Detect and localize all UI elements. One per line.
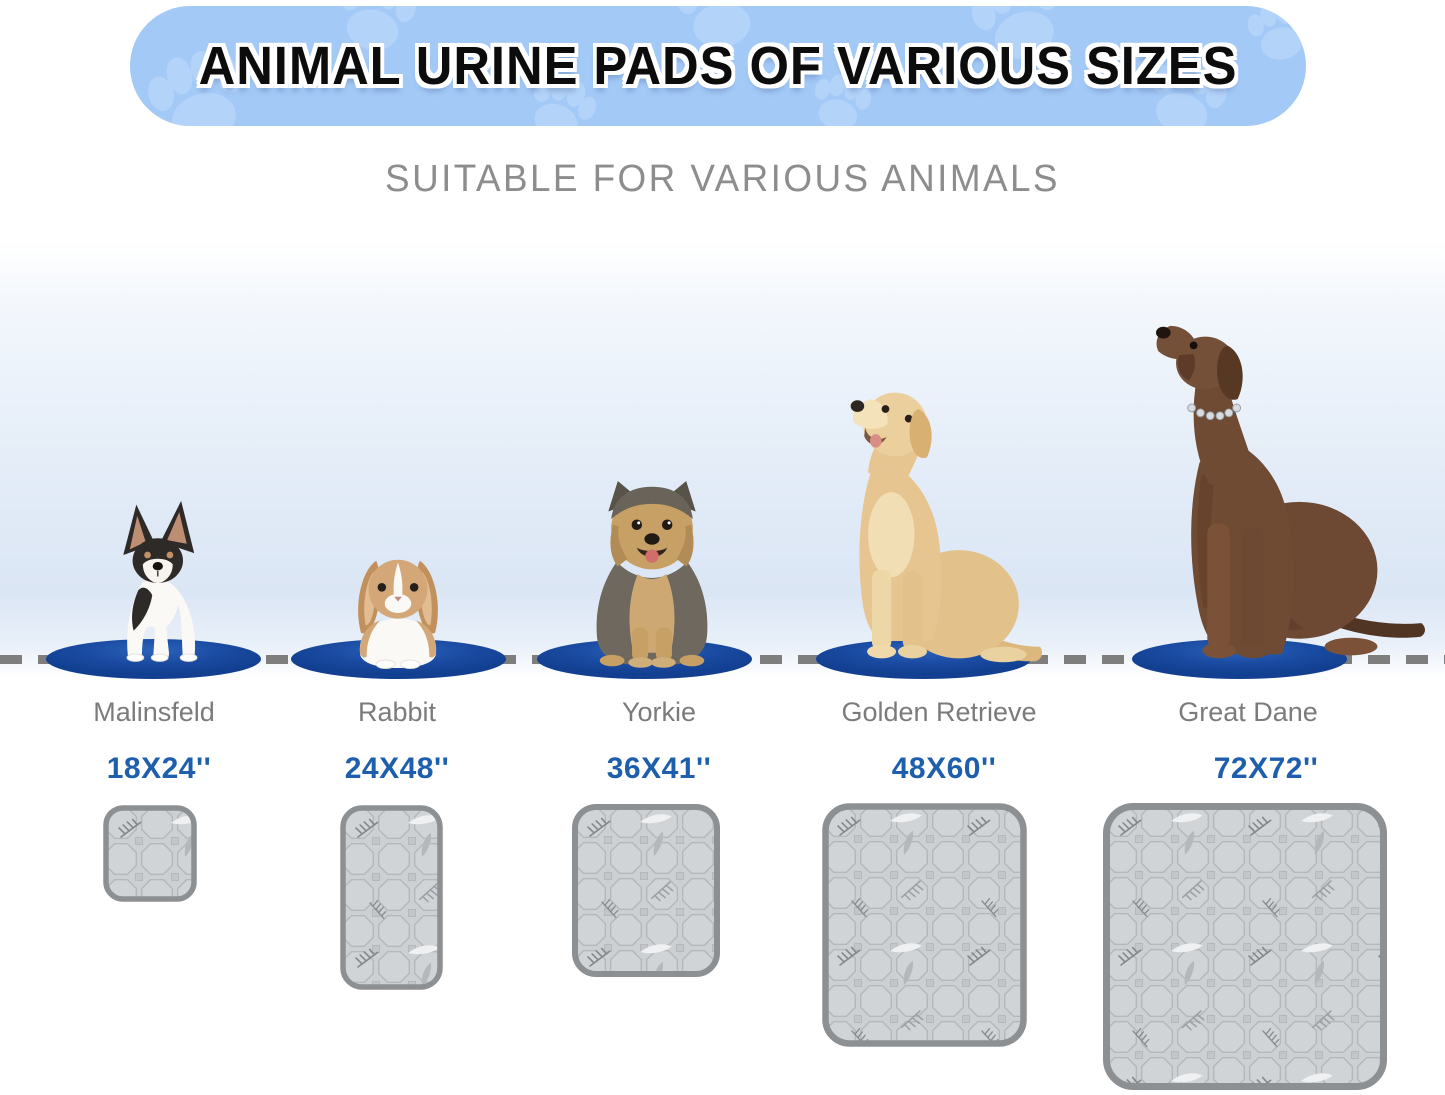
yorkie-image (596, 481, 708, 668)
pad-swatch-24x48 (340, 805, 443, 990)
pad-size-label: 48X60'' (891, 752, 997, 785)
golden-retriever-image (850, 392, 1043, 663)
subtitle: SUITABLE FOR VARIOUS ANIMALS (385, 158, 1060, 200)
animal-name-label: Great Dane (1178, 697, 1318, 727)
malinsfeld-dog-image (123, 500, 198, 662)
pad-swatch-18x24 (103, 805, 197, 902)
animal-name-label: Malinsfeld (93, 697, 215, 727)
pad-size-label: 24X48'' (344, 752, 450, 785)
pad-size-label: 72X72'' (1213, 752, 1319, 785)
chain-collar (1187, 403, 1242, 421)
pad-swatch-48x60 (822, 803, 1027, 1047)
animal-name-label: Golden Retrieve (841, 697, 1037, 727)
animal-name-label: Yorkie (621, 697, 697, 727)
great-dane-image (1155, 325, 1425, 659)
rabbit-image (358, 559, 438, 669)
pad-size-label: 36X41'' (606, 752, 712, 785)
animal-name-label: Rabbit (357, 697, 437, 727)
title-banner: ANIMAL URINE PADS OF VARIOUS SIZES (130, 6, 1306, 126)
pad-swatch-36x41 (572, 804, 720, 977)
page-title: ANIMAL URINE PADS OF VARIOUS SIZES (198, 36, 1238, 96)
pad-size-label: 18X24'' (106, 752, 212, 785)
pad-swatch-72x72 (1103, 803, 1387, 1090)
